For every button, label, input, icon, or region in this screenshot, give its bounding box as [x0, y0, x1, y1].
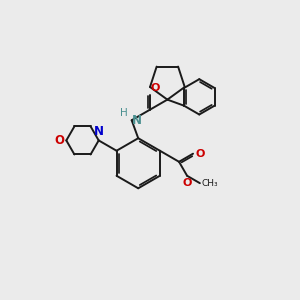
Text: O: O — [54, 134, 64, 147]
Text: O: O — [151, 83, 160, 93]
Text: O: O — [195, 149, 205, 159]
Text: N: N — [132, 114, 142, 127]
Text: CH₃: CH₃ — [201, 179, 218, 188]
Text: N: N — [94, 125, 104, 138]
Text: O: O — [182, 178, 192, 188]
Text: H: H — [120, 108, 128, 118]
